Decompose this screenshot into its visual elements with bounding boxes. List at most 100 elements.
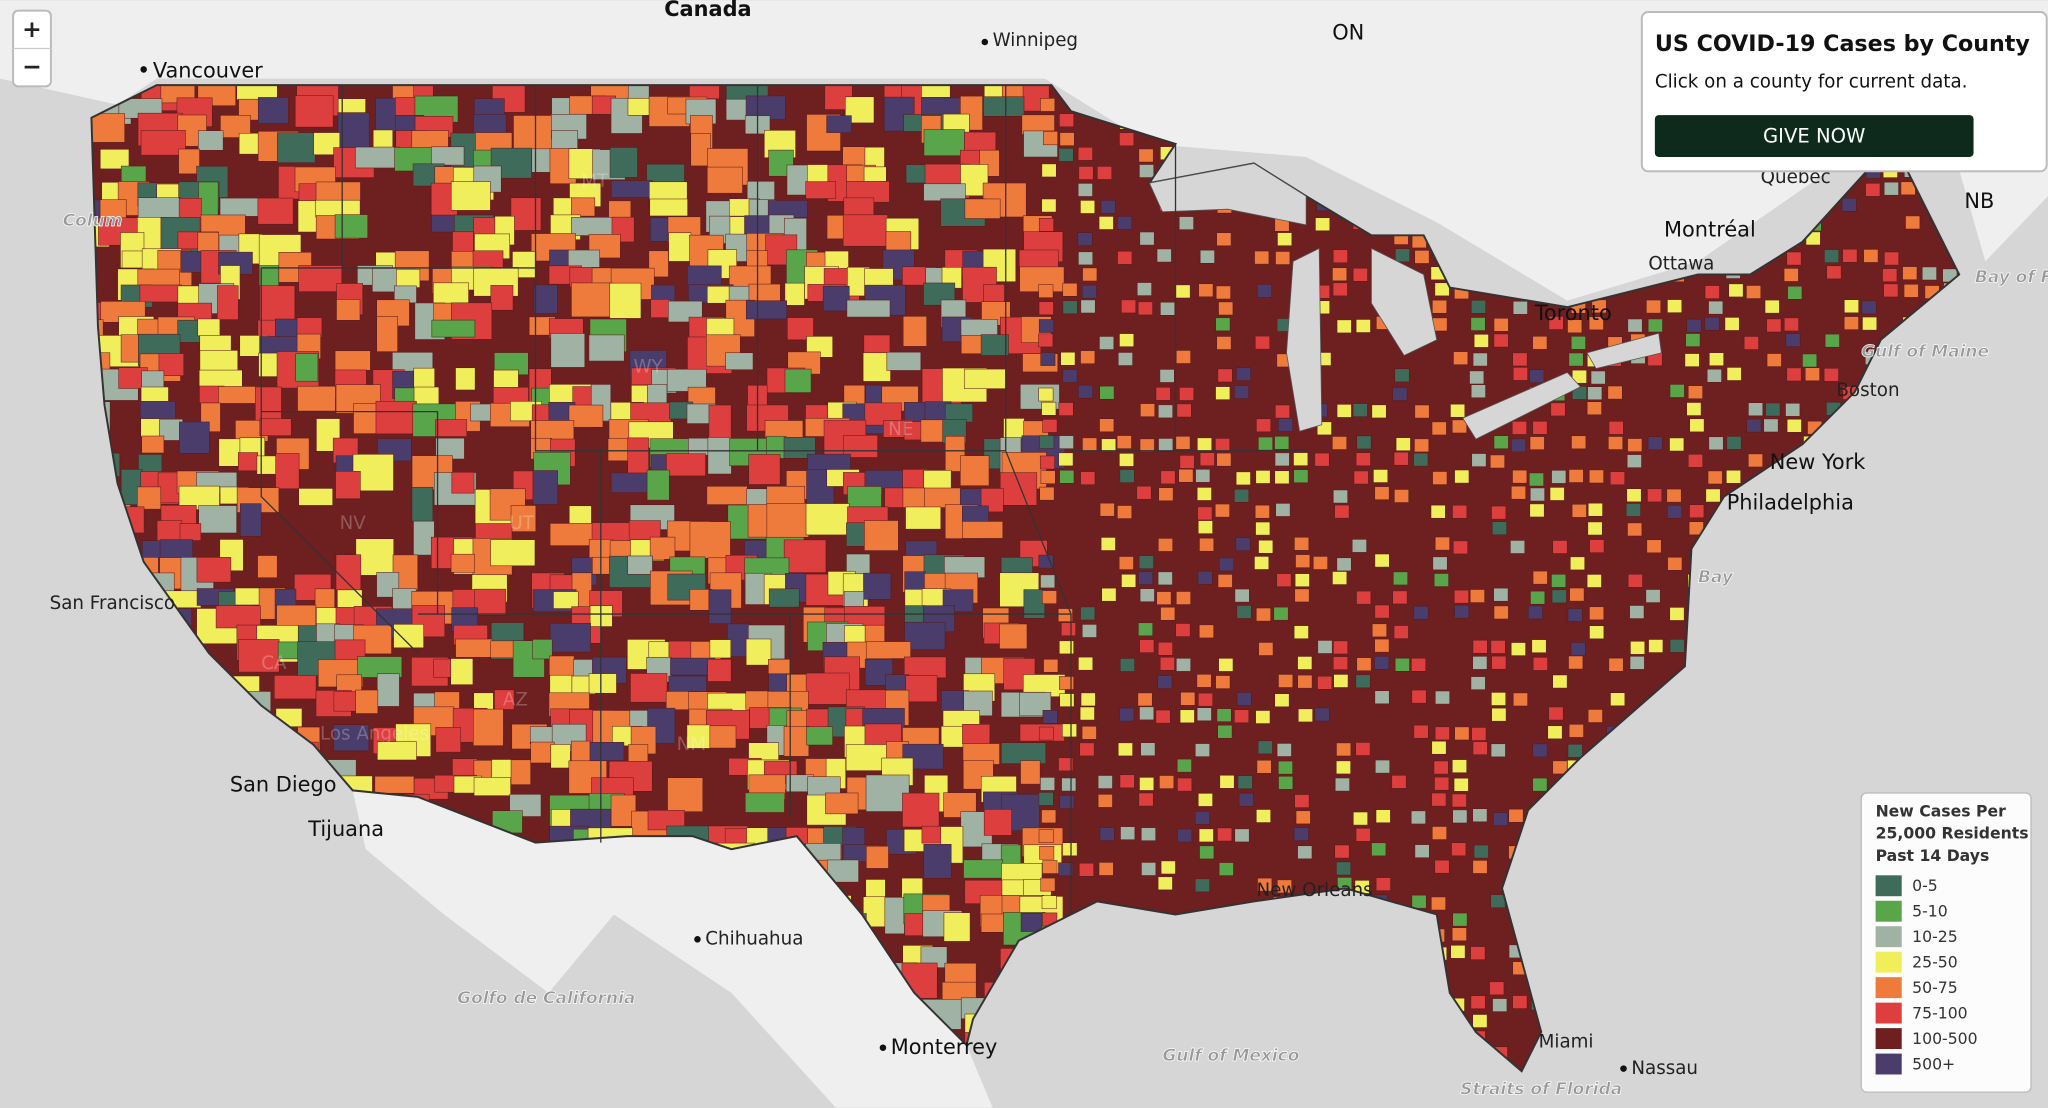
county[interactable]: [1568, 724, 1584, 738]
county[interactable]: [1139, 639, 1155, 653]
county[interactable]: [1491, 521, 1507, 536]
county[interactable]: [1215, 675, 1231, 689]
county[interactable]: [1392, 387, 1408, 401]
county[interactable]: [1434, 536, 1450, 551]
county[interactable]: [1118, 556, 1134, 570]
county[interactable]: [1236, 367, 1251, 381]
county[interactable]: [1685, 333, 1701, 347]
county[interactable]: [1451, 842, 1467, 857]
county[interactable]: [1527, 605, 1543, 620]
county[interactable]: [1274, 693, 1290, 708]
county[interactable]: [1040, 352, 1056, 366]
county[interactable]: [902, 792, 940, 828]
county[interactable]: [1472, 639, 1488, 654]
county[interactable]: [1334, 777, 1350, 792]
county[interactable]: [1884, 251, 1899, 266]
county[interactable]: [1099, 418, 1115, 433]
county[interactable]: [1490, 743, 1506, 758]
county[interactable]: [1195, 469, 1211, 483]
county[interactable]: [1371, 842, 1387, 857]
county[interactable]: [1512, 352, 1528, 367]
county[interactable]: [1629, 605, 1645, 619]
county[interactable]: [689, 521, 731, 559]
county[interactable]: [1060, 351, 1076, 366]
county[interactable]: [83, 113, 125, 143]
county[interactable]: [1490, 640, 1506, 654]
county[interactable]: [1199, 452, 1215, 466]
county[interactable]: [1139, 164, 1154, 178]
county[interactable]: [1571, 369, 1587, 384]
county[interactable]: [1099, 827, 1115, 841]
county[interactable]: [1334, 504, 1350, 519]
county[interactable]: [1826, 265, 1842, 280]
county[interactable]: [1080, 606, 1096, 621]
county[interactable]: [1588, 469, 1604, 484]
county[interactable]: [1295, 810, 1311, 825]
county[interactable]: [1414, 438, 1430, 453]
county[interactable]: [610, 97, 643, 134]
county[interactable]: [1435, 690, 1450, 705]
county[interactable]: [1625, 503, 1641, 517]
county[interactable]: [571, 197, 596, 217]
county[interactable]: [1159, 369, 1175, 383]
county[interactable]: [1277, 760, 1293, 775]
county[interactable]: [1669, 384, 1685, 398]
county[interactable]: [1512, 469, 1528, 484]
county[interactable]: [1138, 622, 1153, 637]
county[interactable]: [532, 639, 553, 660]
county[interactable]: [473, 708, 504, 746]
county[interactable]: [1274, 435, 1290, 450]
county[interactable]: [1470, 317, 1486, 331]
county[interactable]: [1469, 370, 1485, 385]
county[interactable]: [297, 385, 336, 412]
county[interactable]: [766, 503, 809, 538]
county[interactable]: [826, 115, 852, 133]
county[interactable]: [1058, 757, 1074, 772]
county[interactable]: [336, 299, 361, 321]
county[interactable]: [1043, 658, 1059, 673]
county[interactable]: [1393, 451, 1409, 466]
county[interactable]: [708, 589, 732, 625]
county[interactable]: [1079, 862, 1094, 877]
county[interactable]: [766, 485, 805, 507]
county[interactable]: [237, 452, 259, 472]
county[interactable]: [257, 97, 289, 124]
county[interactable]: [1351, 539, 1367, 553]
county[interactable]: [1432, 826, 1447, 840]
county[interactable]: [179, 421, 210, 454]
county[interactable]: [1529, 369, 1545, 384]
county[interactable]: [1688, 454, 1703, 468]
county[interactable]: [1061, 777, 1077, 792]
county[interactable]: [1374, 553, 1390, 568]
county[interactable]: [1708, 436, 1724, 451]
county[interactable]: [435, 727, 461, 753]
county[interactable]: [1764, 299, 1780, 314]
county[interactable]: [1120, 826, 1136, 840]
county[interactable]: [313, 132, 341, 156]
county[interactable]: [1042, 710, 1058, 724]
county[interactable]: [1530, 590, 1546, 605]
county[interactable]: [608, 200, 632, 220]
county[interactable]: [494, 689, 515, 710]
county[interactable]: [1157, 641, 1173, 656]
county[interactable]: [1040, 777, 1055, 791]
county[interactable]: [1216, 336, 1232, 350]
county[interactable]: [1078, 384, 1093, 399]
county[interactable]: [1059, 693, 1075, 707]
county[interactable]: [1255, 470, 1271, 484]
county[interactable]: [1571, 435, 1587, 450]
county[interactable]: [1175, 436, 1191, 450]
county[interactable]: [1121, 574, 1137, 588]
county[interactable]: [1038, 333, 1054, 348]
county[interactable]: [1136, 485, 1152, 500]
county[interactable]: [571, 282, 613, 318]
county[interactable]: [902, 487, 926, 508]
county[interactable]: [610, 472, 654, 493]
county[interactable]: [1689, 418, 1705, 433]
county[interactable]: [1158, 438, 1174, 452]
county[interactable]: [1431, 740, 1447, 755]
county[interactable]: [1332, 436, 1347, 450]
county[interactable]: [215, 605, 261, 629]
county[interactable]: [1081, 624, 1097, 638]
county[interactable]: [1491, 692, 1506, 706]
